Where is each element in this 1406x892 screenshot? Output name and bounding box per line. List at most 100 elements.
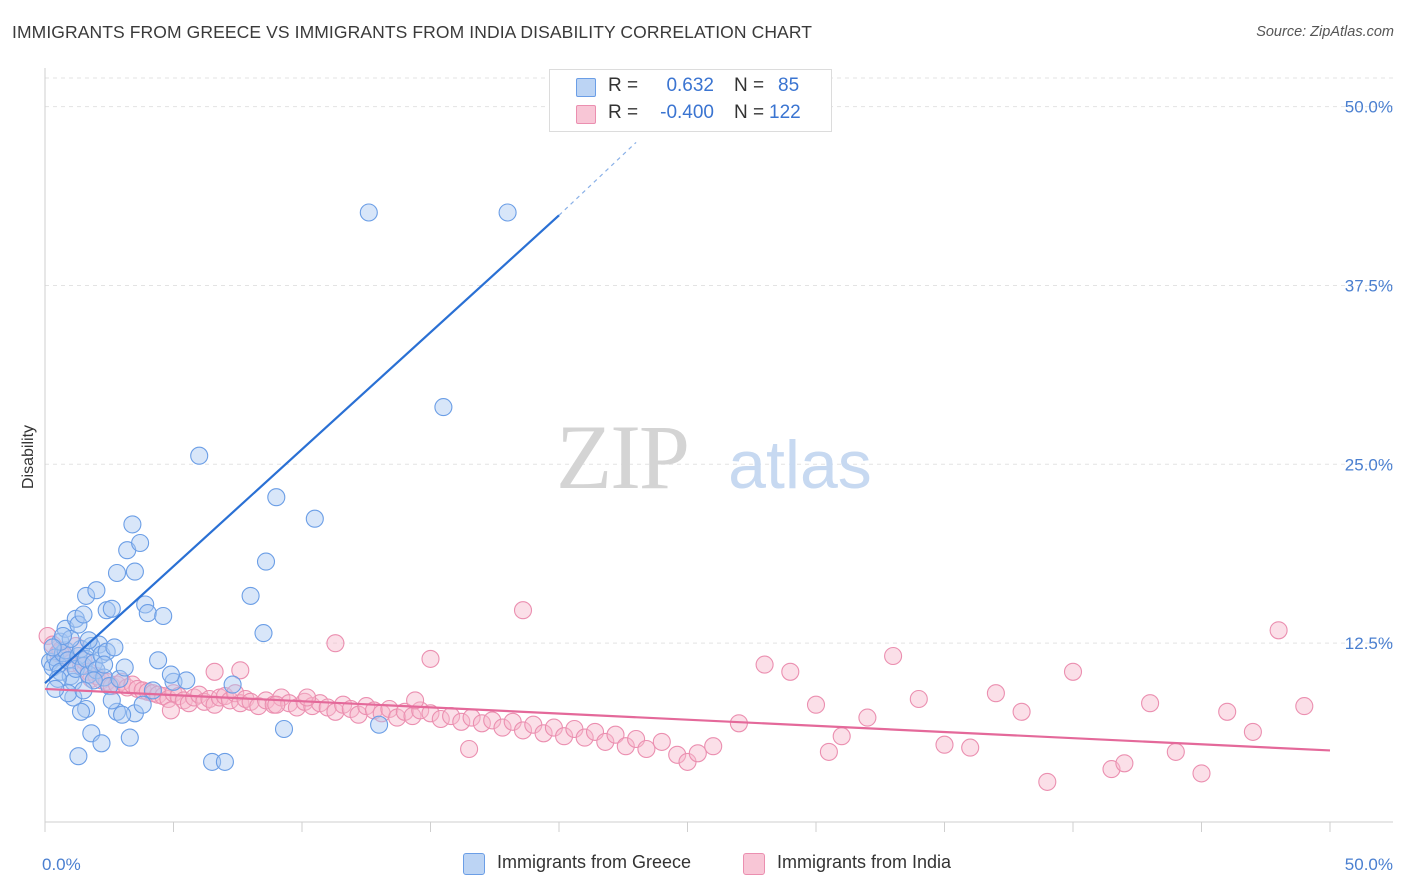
greece-trend-extension	[558, 141, 637, 216]
india-point-71	[493, 718, 512, 737]
bottom-greece-label: Immigrants from Greece	[497, 852, 692, 872]
india-point-96	[832, 727, 851, 746]
india-point-89	[688, 744, 707, 763]
india-point-104	[1038, 772, 1057, 791]
axes	[44, 68, 1393, 832]
india-point-75	[534, 724, 553, 743]
legend-row-greece: R = 0.632 N = 85	[550, 75, 831, 99]
greece-point-29	[69, 615, 88, 634]
india-point-82	[606, 725, 625, 744]
y-axis-title: Disability	[20, 425, 37, 489]
greece-points	[41, 203, 517, 771]
india-point-86	[652, 732, 671, 751]
greece-point-48	[223, 675, 242, 694]
greece-point-80	[79, 631, 98, 650]
greece-point-57	[434, 398, 453, 417]
grid-lines	[45, 77, 1393, 644]
legend-row-india: R = -0.400 N = 122	[550, 102, 831, 126]
india-point-111	[1218, 702, 1237, 721]
greece-point-53	[274, 719, 294, 739]
india-point-113	[1269, 621, 1288, 640]
india-point-79	[575, 728, 594, 747]
greece-n-label: N =	[734, 75, 765, 96]
india-point-105	[1063, 662, 1083, 681]
bottom-india-label: Immigrants from India	[777, 852, 952, 872]
india-point-112	[1243, 722, 1262, 741]
india-point-95	[819, 742, 838, 761]
y-tick-label-2: 37.5%	[1345, 276, 1393, 295]
greece-point-68	[143, 681, 162, 700]
india-point-81	[596, 732, 615, 751]
greece-point-82	[43, 638, 62, 657]
greece-point-45	[190, 446, 209, 465]
greece-point-71	[105, 638, 124, 657]
x-tick-label-0: 0.0%	[42, 855, 81, 874]
watermark: ZIP atlas	[556, 406, 872, 508]
greece-point-81	[95, 655, 114, 674]
india-point-103	[1012, 702, 1031, 721]
greece-point-56	[370, 715, 389, 734]
india-point-67	[452, 712, 471, 731]
india-point-77	[555, 727, 574, 746]
india-point-94	[806, 695, 826, 714]
india-point-73	[513, 721, 533, 740]
greece-point-55	[359, 203, 378, 222]
watermark-zip: ZIP	[556, 406, 688, 508]
y-tick-label-1: 25.0%	[1345, 455, 1393, 474]
greece-point-42	[154, 606, 173, 626]
india-point-100	[935, 735, 954, 754]
india-r-value: -0.400	[660, 102, 714, 123]
watermark-atlas: atlas	[728, 427, 872, 503]
greece-point-75	[102, 691, 121, 710]
greece-point-60	[71, 702, 91, 721]
greece-point-50	[254, 624, 273, 643]
greece-point-32	[87, 581, 106, 600]
greece-swatch	[576, 78, 596, 97]
greece-point-49	[241, 586, 260, 605]
bottom-india-swatch	[743, 853, 765, 875]
greece-point-52	[267, 488, 286, 507]
greece-point-38	[125, 562, 144, 581]
india-point-114	[1295, 697, 1314, 716]
india-point-87	[668, 745, 687, 764]
india-point-69	[472, 714, 491, 733]
greece-n-value: 85	[778, 75, 800, 96]
india-point-85	[637, 739, 656, 759]
greece-point-46	[203, 752, 222, 771]
india-point-124	[460, 739, 479, 759]
india-point-70	[483, 711, 502, 730]
india-point-108	[1141, 694, 1160, 713]
greece-point-78	[161, 665, 180, 684]
india-point-118	[205, 662, 224, 681]
india-point-97	[858, 708, 877, 727]
greece-point-30	[74, 605, 93, 624]
greece-point-66	[120, 728, 139, 747]
india-point-83	[616, 737, 635, 756]
tick-labels: 12.5% 25.0% 37.5% 50.0% 0.0% 50.0%	[42, 98, 1393, 874]
source-label: Source: ZipAtlas.com	[1256, 24, 1394, 40]
greece-point-37	[123, 515, 142, 534]
india-n-label: N =	[734, 102, 765, 123]
india-point-115	[513, 601, 533, 620]
greece-trend-line	[44, 214, 560, 685]
india-point-116	[326, 634, 345, 653]
greece-point-21	[95, 668, 114, 687]
correlation-legend: R = 0.632 N = 85 R = -0.400 N = 122	[549, 69, 832, 132]
greece-point-34	[102, 599, 121, 618]
india-point-65	[431, 709, 450, 729]
india-point-93	[781, 662, 800, 681]
greece-point-41	[138, 604, 157, 623]
greece-point-51	[256, 552, 276, 571]
greece-point-39	[131, 533, 150, 553]
greece-r-value: 0.632	[666, 75, 714, 96]
india-point-101	[961, 738, 980, 757]
greece-point-69	[149, 651, 168, 670]
india-point-99	[909, 689, 928, 709]
india-r-label: R =	[608, 102, 639, 123]
greece-point-61	[107, 702, 127, 721]
greece-point-47	[215, 752, 234, 771]
india-n-value: 122	[769, 102, 801, 123]
bottom-greece-swatch	[463, 853, 485, 875]
india-point-117	[231, 661, 250, 680]
